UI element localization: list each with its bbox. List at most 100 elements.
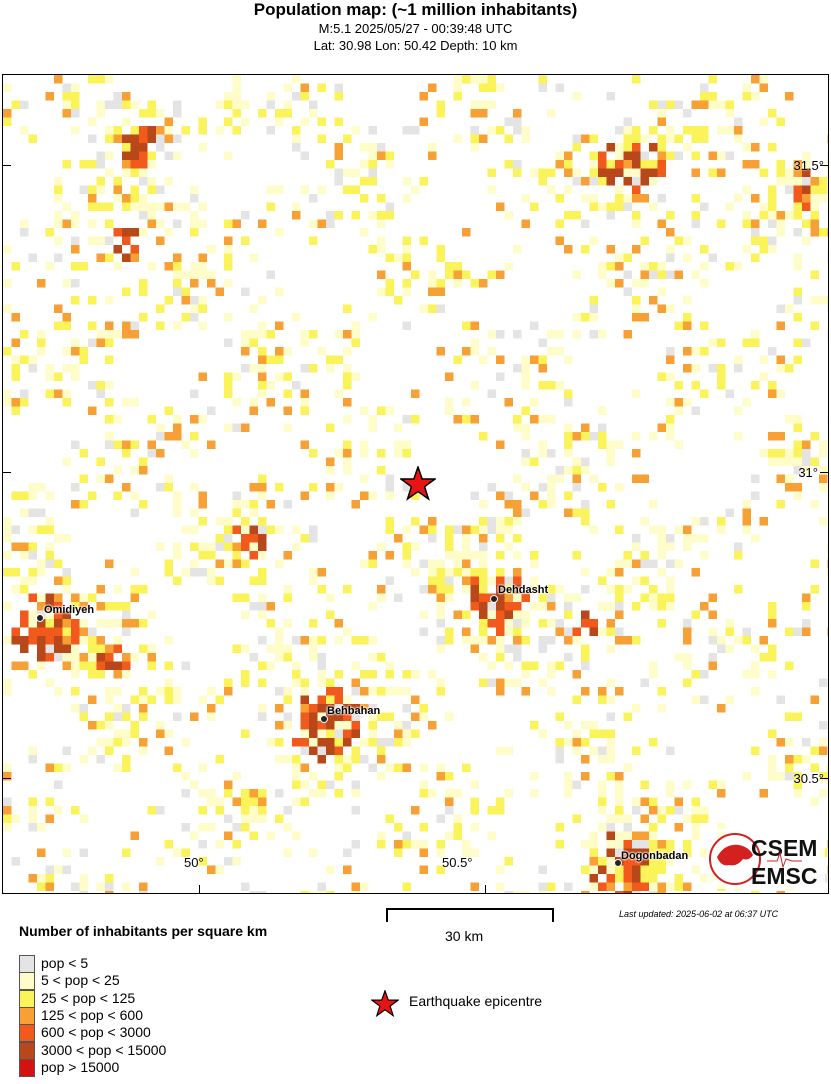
population-cell	[130, 143, 139, 152]
population-cell	[300, 398, 309, 407]
population-cell	[139, 177, 148, 186]
population-cell	[513, 117, 522, 126]
population-cell	[37, 347, 46, 356]
population-cell	[105, 440, 114, 449]
population-cell	[513, 423, 522, 432]
epicentre-legend-star-icon	[371, 990, 399, 1018]
population-cell	[266, 398, 275, 407]
population-cell	[513, 364, 522, 373]
population-cell	[326, 678, 335, 687]
population-cell	[521, 432, 530, 441]
population-cell	[504, 610, 513, 619]
population-cell	[164, 746, 173, 755]
population-cell	[530, 789, 539, 798]
population-cell	[105, 338, 114, 347]
population-cell	[436, 840, 445, 849]
population-cell	[368, 687, 377, 696]
population-cell	[20, 389, 29, 398]
population-cell	[28, 874, 37, 883]
population-cell	[470, 109, 479, 118]
population-cell	[819, 177, 828, 186]
population-cell	[785, 304, 794, 313]
population-cell	[351, 661, 360, 670]
population-cell	[292, 92, 301, 101]
population-cell	[776, 168, 785, 177]
population-cell	[759, 789, 768, 798]
population-cell	[122, 729, 131, 738]
population-cell	[819, 721, 828, 730]
population-cell	[326, 712, 335, 721]
population-cell	[640, 593, 649, 602]
population-cell	[71, 372, 80, 381]
legend-swatch	[19, 972, 35, 991]
population-cell	[606, 746, 615, 755]
population-cell	[742, 143, 751, 152]
population-cell	[122, 602, 131, 611]
population-cell	[819, 466, 828, 475]
epicentre-star-icon[interactable]	[400, 466, 436, 502]
population-cell	[130, 321, 139, 330]
population-cell	[615, 831, 624, 840]
population-cell	[504, 585, 513, 594]
population-cell	[700, 245, 709, 254]
population-cell	[691, 126, 700, 135]
population-cell	[776, 211, 785, 220]
population-cell	[232, 126, 241, 135]
population-cell	[827, 330, 828, 339]
population-cell	[564, 245, 573, 254]
population-cell	[632, 75, 641, 84]
population-cell	[45, 372, 54, 381]
population-cell	[207, 823, 216, 832]
population-cell	[564, 602, 573, 611]
population-cell	[266, 381, 275, 390]
population-cell	[292, 126, 301, 135]
population-cell	[623, 168, 632, 177]
population-cell	[436, 279, 445, 288]
population-cell	[436, 865, 445, 874]
population-cell	[513, 636, 522, 645]
population-cell	[266, 355, 275, 364]
population-cell	[674, 236, 683, 245]
population-cell	[487, 576, 496, 585]
population-cell	[810, 763, 819, 772]
population-cell	[411, 568, 420, 577]
population-cell	[105, 891, 114, 893]
population-cell	[504, 746, 513, 755]
population-cell	[768, 389, 777, 398]
population-cell	[241, 117, 250, 126]
population-cell	[589, 865, 598, 874]
population-cell	[759, 372, 768, 381]
population-cell	[657, 602, 666, 611]
population-cell	[241, 338, 250, 347]
population-cell	[122, 848, 131, 857]
population-cell	[810, 185, 819, 194]
population-cell	[11, 406, 20, 415]
population-cell	[377, 151, 386, 160]
population-cell	[164, 117, 173, 126]
population-cell	[198, 304, 207, 313]
population-cell	[623, 253, 632, 262]
population-cell	[564, 636, 573, 645]
population-map[interactable]: 31.5° 31° 30.5° 50° 50.5° Omidiyeh Behba…	[2, 74, 829, 894]
population-cell	[793, 287, 802, 296]
population-cell	[657, 891, 666, 893]
population-cell	[173, 542, 182, 551]
population-cell	[453, 415, 462, 424]
population-cell	[606, 177, 615, 186]
population-cell	[819, 517, 828, 526]
population-cell	[3, 797, 12, 806]
population-cell	[666, 746, 675, 755]
population-cell	[819, 449, 828, 458]
population-cell	[402, 542, 411, 551]
population-cell	[793, 627, 802, 636]
population-cell	[657, 593, 666, 602]
population-cell	[470, 347, 479, 356]
population-cell	[241, 610, 250, 619]
population-cell	[581, 568, 590, 577]
population-cell	[28, 483, 37, 492]
population-cell	[751, 143, 760, 152]
population-cell	[632, 296, 641, 305]
population-cell	[377, 194, 386, 203]
population-cell	[224, 525, 233, 534]
population-cell	[785, 627, 794, 636]
